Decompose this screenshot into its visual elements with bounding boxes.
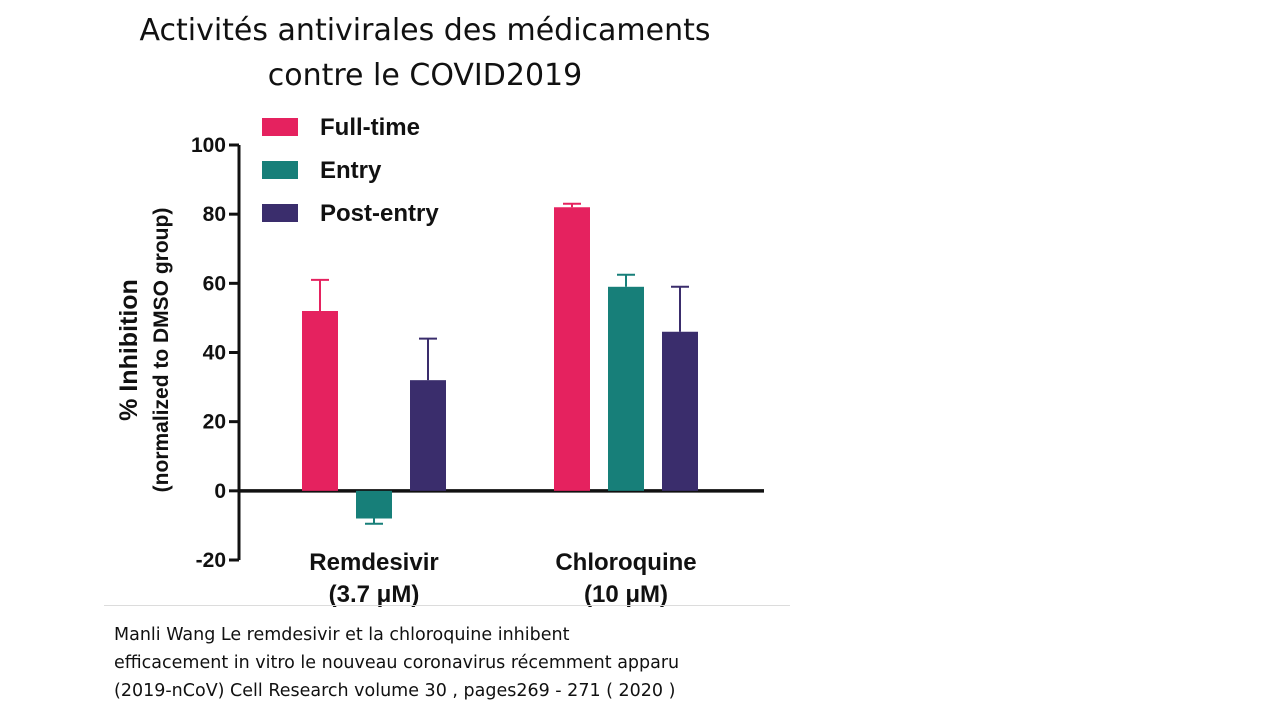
x-category-label: (3.7 μM): [329, 581, 420, 608]
legend-swatch: [262, 161, 298, 179]
y-axis-title: % Inhibition: [115, 279, 143, 421]
slide-title-line: contre le COVID2019: [267, 58, 583, 93]
divider: [104, 605, 790, 606]
caption-line: efficacement in vitro le nouveau coronav…: [114, 653, 680, 673]
caption-line: Manli Wang Le remdesivir et la chloroqui…: [114, 625, 570, 645]
legend-label: Full-time: [320, 114, 420, 141]
x-category-label: Remdesivir: [309, 549, 438, 576]
bar: [608, 286, 644, 491]
y-tick-label: 100: [191, 134, 226, 157]
bar: [302, 311, 338, 491]
y-tick-label: 60: [203, 272, 226, 295]
slide-title-line: Activités antivirales des médicaments: [139, 13, 711, 48]
citation-caption: Manli Wang Le remdesivir et la chloroqui…: [114, 621, 774, 705]
y-tick-label: -20: [196, 549, 226, 572]
y-tick-label: 20: [203, 411, 226, 434]
legend-swatch: [262, 118, 298, 136]
y-tick-label: 40: [203, 342, 226, 365]
bar: [662, 331, 698, 491]
y-axis-subtitle: (normalized to DMSO group): [150, 208, 173, 493]
legend-label: Post-entry: [320, 200, 439, 227]
bar: [554, 207, 590, 491]
legend-label: Entry: [320, 157, 382, 184]
legend-swatch: [262, 204, 298, 222]
slide-title: Activités antivirales des médicaments co…: [100, 8, 750, 98]
y-tick-label: 80: [203, 203, 226, 226]
bar: [356, 490, 392, 519]
bar-chart: -20 0 20 40 60 80 100 % Inhibition (normalized t…: [115, 114, 764, 608]
x-category-label: Chloroquine: [555, 549, 696, 576]
bar: [410, 380, 446, 491]
x-category-label: (10 μM): [584, 581, 668, 608]
y-tick-label: 0: [214, 480, 226, 503]
caption-line: (2019-nCoV) Cell Research volume 30 , pa…: [114, 681, 676, 701]
